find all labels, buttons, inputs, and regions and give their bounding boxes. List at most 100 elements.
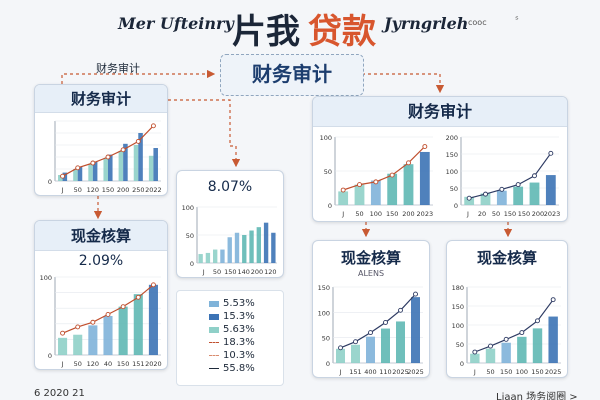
- y-tick-label: 100: [446, 168, 458, 176]
- trend-point: [368, 330, 373, 336]
- trend-point: [422, 144, 428, 149]
- trend-point: [105, 311, 111, 317]
- footer-right-link[interactable]: Liaan 场务阅圈 >: [496, 392, 578, 400]
- y-tick-label: 200: [446, 134, 458, 142]
- trend-point: [383, 320, 388, 325]
- x-tick-label: 120: [264, 268, 276, 276]
- x-tick-label: 151: [349, 368, 361, 376]
- x-tick-label: 20: [478, 210, 486, 218]
- trend-point: [472, 349, 478, 355]
- trend-point: [503, 336, 509, 342]
- bar: [271, 232, 276, 263]
- x-tick-label: 400: [364, 368, 376, 376]
- card-right-cash-a-title: 现金核算: [340, 249, 401, 267]
- bar: [513, 186, 524, 205]
- x-tick-label: 100: [516, 368, 528, 376]
- bar: [77, 166, 83, 181]
- bar: [108, 154, 113, 181]
- trend-point: [499, 186, 505, 192]
- bar: [366, 336, 375, 363]
- trend-point: [150, 123, 156, 129]
- bar: [354, 184, 365, 205]
- bar: [58, 175, 63, 181]
- legend-value: 18.3%: [223, 337, 255, 348]
- trend-point: [120, 147, 126, 153]
- bar: [545, 175, 556, 205]
- x-tick-label: 150: [500, 368, 512, 376]
- trend-point: [135, 294, 141, 300]
- bar: [387, 173, 398, 205]
- y-tick-label: 150: [446, 151, 458, 159]
- y-tick-label: 0: [48, 352, 52, 360]
- card-left-cash: 现金核算 2.09% 0 100 J 50 120 40 150 151 2020: [34, 220, 168, 370]
- page-header: Mer Ufteinry 片我 贷款 Jyrngrleh cooc ˢ: [0, 0, 600, 52]
- page-title-cn-accent: 贷款: [308, 12, 376, 52]
- x-tick-label: 50: [492, 210, 500, 218]
- y-tick-label: 50: [322, 335, 330, 343]
- x-tick-label: 150: [531, 368, 543, 376]
- trend-point: [135, 138, 141, 144]
- bar: [73, 334, 83, 355]
- bar: [213, 249, 218, 263]
- trend-point: [75, 324, 81, 330]
- bar: [419, 151, 430, 205]
- legend-swatch: [209, 368, 219, 369]
- y-tick-label: 150: [318, 284, 330, 292]
- trend-point: [413, 291, 418, 297]
- bar: [336, 348, 345, 363]
- y-tick-label: 0: [454, 202, 458, 210]
- x-tick-label: 140: [237, 268, 249, 276]
- bar: [73, 169, 78, 181]
- x-tick-label: 150: [504, 210, 516, 218]
- bar: [338, 191, 349, 205]
- x-tick-label: 151: [132, 360, 144, 368]
- trend-point: [389, 172, 395, 178]
- arrow-left-to-mid: [168, 99, 241, 168]
- x-tick-label: 110: [379, 368, 391, 376]
- y-tick-label: 50: [186, 232, 194, 240]
- bar: [480, 193, 491, 205]
- bar: [88, 164, 93, 181]
- y-tick-label: 0: [460, 360, 464, 368]
- trend-point: [535, 318, 540, 324]
- trend-line: [474, 299, 554, 353]
- bar: [92, 161, 98, 181]
- legend-item: 18.3%: [209, 336, 283, 349]
- bar: [517, 336, 527, 363]
- bar: [123, 143, 128, 181]
- card-right-cash-a: 现金核算 ALENS 0 50 100 150 J 151 400 110 2025 2025: [312, 240, 430, 378]
- bar: [133, 145, 139, 181]
- legend-swatch: [209, 326, 219, 333]
- bar: [242, 235, 247, 263]
- chart-left-cash: 0 100 J 50 120 40 150 151 2020: [40, 274, 162, 368]
- bar: [138, 133, 143, 181]
- bar: [351, 344, 360, 363]
- page-title-en-left: Mer Ufteinry: [118, 14, 234, 33]
- bar: [118, 151, 124, 181]
- bar: [501, 342, 511, 363]
- legend-panel: 5.53% 15.3% 5.63% 18.3% 10.3% 55.8%: [176, 290, 284, 386]
- y-tick-label: 150: [452, 303, 464, 311]
- bar: [496, 190, 507, 205]
- x-tick-label: 150: [518, 210, 530, 218]
- y-tick-label: 100: [40, 274, 52, 282]
- x-tick-label: 2022: [145, 186, 162, 194]
- x-tick-label: J: [473, 368, 476, 376]
- trend-point: [120, 304, 126, 310]
- legend-item: 10.3%: [209, 349, 283, 362]
- trend-point: [75, 165, 81, 171]
- title-mark-icon: ˢ: [515, 15, 519, 26]
- arrow-top-right: [362, 73, 445, 94]
- y-tick-label: 100: [452, 322, 464, 330]
- legend-value: 55.8%: [223, 363, 255, 374]
- trend-point: [357, 182, 362, 188]
- trend-point: [466, 195, 472, 201]
- x-tick-label: J: [202, 268, 205, 276]
- x-tick-label: 200: [251, 268, 263, 276]
- legend-item: 15.3%: [209, 310, 283, 323]
- x-tick-label: 2023: [544, 210, 561, 218]
- x-tick-label: 120: [87, 186, 99, 194]
